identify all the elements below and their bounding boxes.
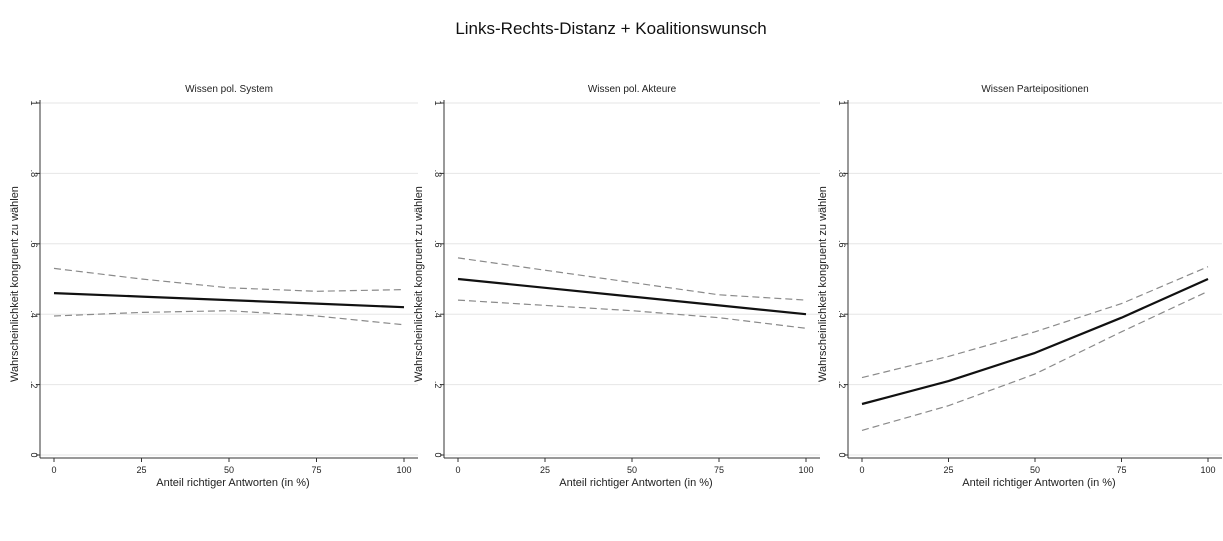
chart-panel-1: Wissen pol. System 0 .2 .4 .6 .8 1 0 25 50 75 100 An… — [9, 84, 418, 489]
chart-panel-3: Wissen Parteipositionen 0 .2 .4 .6 .8 1 0 25 50 75… — [817, 84, 1222, 489]
x-tick-label: 25 — [943, 465, 953, 475]
x-tick-label: 100 — [798, 465, 813, 475]
x-tick-label: 0 — [859, 465, 864, 475]
series-line-estimate — [457, 277, 807, 316]
x-tick-label: 75 — [1116, 465, 1126, 475]
series-line-ci — [457, 299, 807, 329]
x-tick-label: 25 — [540, 465, 550, 475]
panel-title: Wissen Parteipositionen — [981, 84, 1088, 95]
x-tick-label: 100 — [396, 465, 411, 475]
x-axis-title: Anteil richtiger Antworten (in %) — [559, 477, 712, 489]
y-tick-label: 0 — [837, 452, 847, 457]
y-tick-label: .4 — [29, 310, 39, 318]
y-tick-label: .2 — [433, 381, 443, 389]
y-tick-label: .4 — [433, 310, 443, 318]
series-line-estimate — [53, 292, 405, 309]
y-tick-label: 0 — [29, 452, 39, 457]
y-axis-title: Wahrscheinlichkeit kongruent zu wählen — [9, 186, 21, 382]
x-axis-title: Anteil richtiger Antworten (in %) — [962, 477, 1115, 489]
series-line-ci — [53, 310, 405, 326]
x-tick-label: 75 — [311, 465, 321, 475]
y-axis-title: Wahrscheinlichkeit kongruent zu wählen — [817, 186, 829, 382]
x-tick-label: 50 — [1030, 465, 1040, 475]
series-line-ci — [861, 266, 1209, 379]
panel-title: Wissen pol. Akteure — [588, 84, 677, 95]
series-line-ci — [457, 257, 807, 301]
y-tick-label: .8 — [837, 170, 847, 178]
y-axis-title: Wahrscheinlichkeit kongruent zu wählen — [413, 186, 425, 382]
y-tick-label: 1 — [837, 100, 847, 105]
y-tick-label: .8 — [29, 170, 39, 178]
x-tick-label: 50 — [627, 465, 637, 475]
y-tick-label: .2 — [29, 381, 39, 389]
y-tick-label: 1 — [433, 100, 443, 105]
x-tick-label: 50 — [224, 465, 234, 475]
y-tick-label: .2 — [837, 381, 847, 389]
x-tick-label: 25 — [136, 465, 146, 475]
series-line-ci — [861, 290, 1209, 431]
series-line-ci — [53, 267, 405, 292]
y-tick-label: .6 — [837, 240, 847, 248]
y-tick-label: .8 — [433, 170, 443, 178]
x-axis-title: Anteil richtiger Antworten (in %) — [156, 477, 309, 489]
panel-title: Wissen pol. System — [185, 84, 273, 95]
y-tick-label: .4 — [837, 310, 847, 318]
y-tick-label: .6 — [433, 240, 443, 248]
x-tick-label: 0 — [51, 465, 56, 475]
chart-panel-2: Wissen pol. Akteure 0 .2 .4 .6 .8 1 0 25 50 75 100 A… — [413, 84, 820, 489]
y-tick-label: 1 — [29, 100, 39, 105]
y-tick-label: 0 — [433, 452, 443, 457]
chart-title: Links-Rechts-Distanz + Koalitionswunsch — [455, 19, 766, 38]
y-tick-label: .6 — [29, 240, 39, 248]
series-line-estimate — [861, 277, 1209, 406]
x-tick-label: 100 — [1200, 465, 1215, 475]
x-tick-label: 0 — [455, 465, 460, 475]
x-tick-label: 75 — [714, 465, 724, 475]
